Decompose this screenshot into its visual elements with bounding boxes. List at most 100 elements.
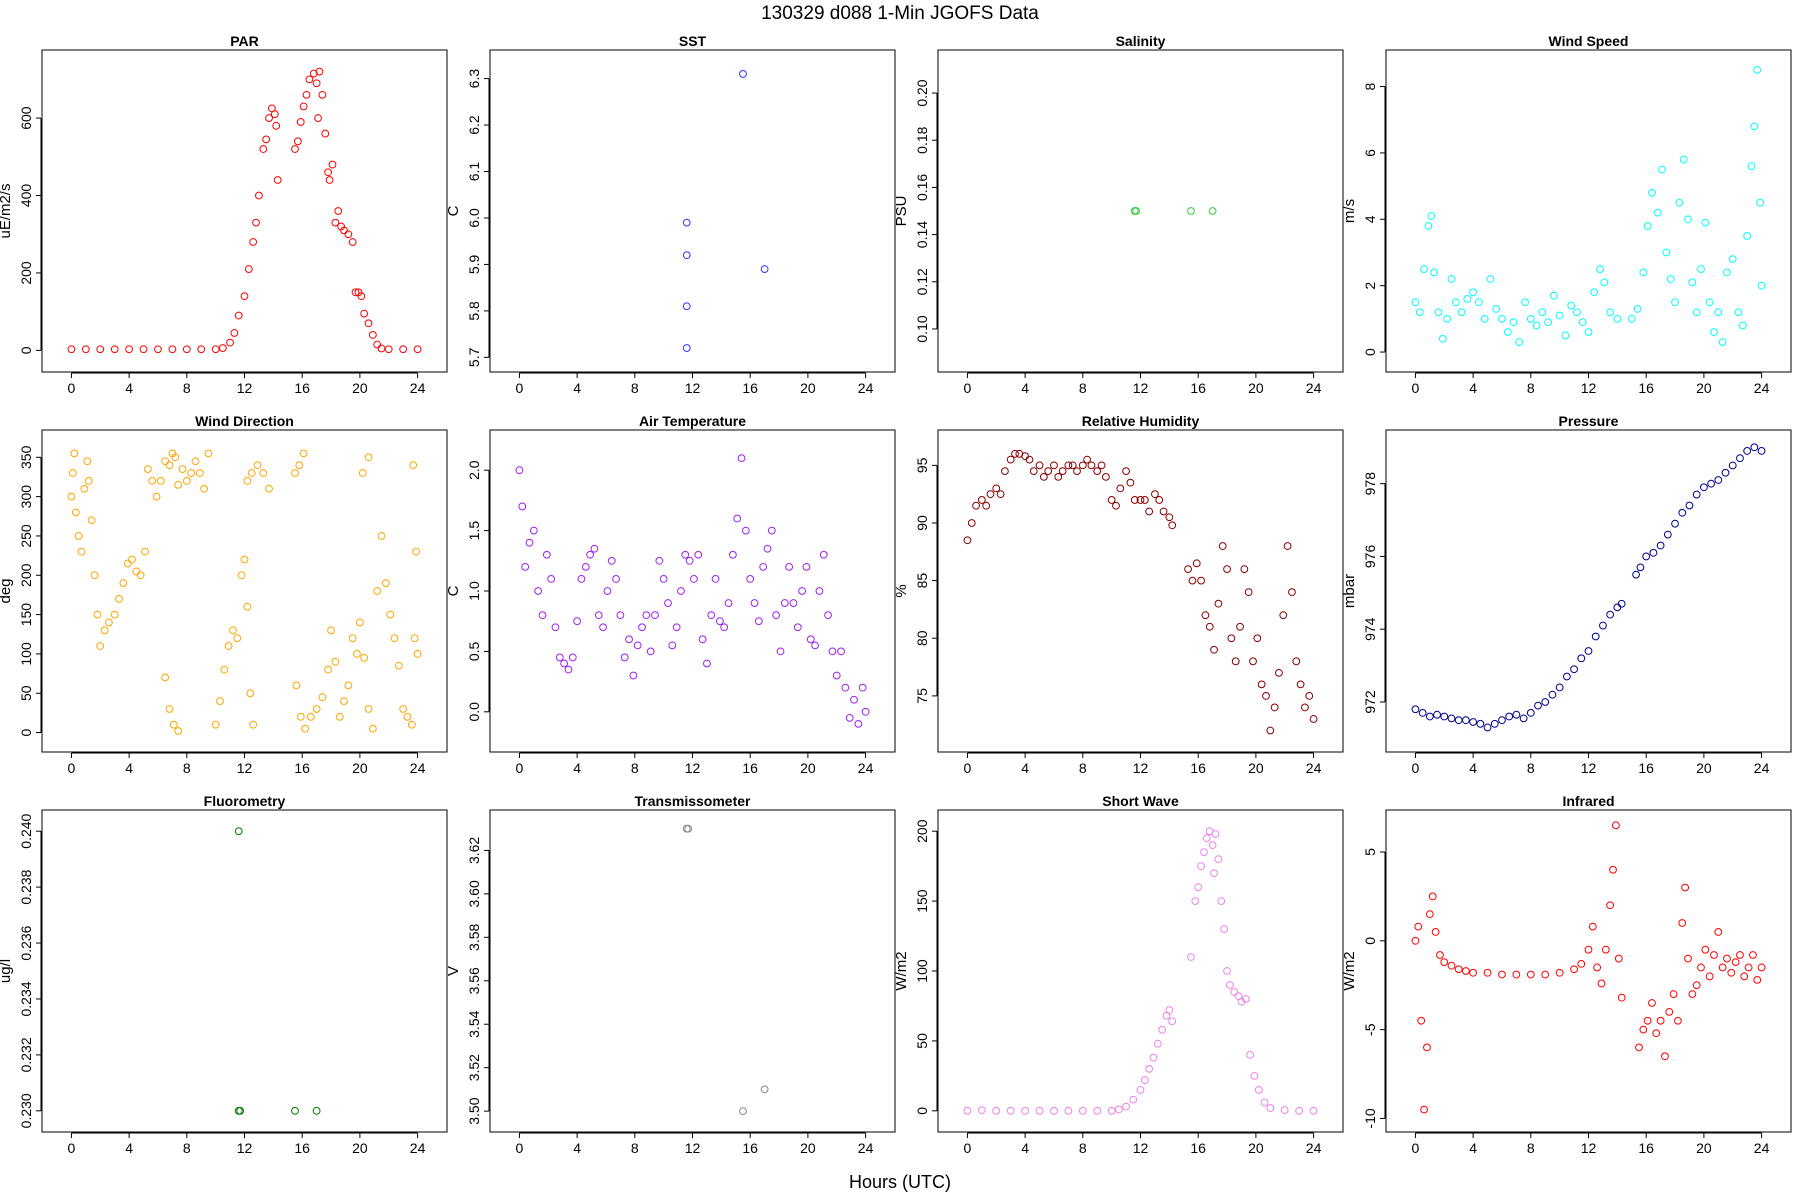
y-tick-label: 976 (1362, 545, 1378, 569)
data-point (694, 550, 703, 559)
y-tick-label: -10 (1362, 1108, 1378, 1128)
data-point (1617, 599, 1626, 608)
data-point (128, 555, 136, 564)
data-point (1684, 954, 1692, 963)
y-tick-label: 80 (914, 630, 930, 646)
x-axis: 0 4 8 12 16 20 24 (516, 752, 874, 776)
data-point (555, 653, 564, 662)
data-point (1112, 501, 1120, 510)
data-point (1223, 565, 1231, 573)
panel-title: Salinity (1116, 33, 1166, 49)
data-point (1599, 621, 1607, 630)
x-tick-label: 20 (1696, 380, 1712, 396)
data-point (1006, 455, 1015, 464)
x-tick-label: 24 (1306, 1140, 1322, 1156)
data-point (403, 712, 412, 721)
data-point (716, 617, 724, 626)
data-point (368, 724, 377, 733)
data-series (1411, 443, 1766, 732)
data-point (1639, 268, 1648, 277)
y-tick-label: 0.232 (18, 1037, 34, 1072)
data-point (1648, 188, 1656, 197)
data-point (672, 623, 681, 632)
y-tick-label: 0.12 (914, 268, 930, 295)
data-point (152, 492, 161, 501)
data-point (293, 137, 302, 146)
data-point (1505, 712, 1514, 721)
data-point (741, 526, 750, 535)
y-tick-label: 3.56 (466, 967, 482, 994)
data-point (594, 611, 603, 620)
data-point (682, 344, 691, 352)
x-tick-label: 8 (631, 760, 639, 776)
data-point (1116, 484, 1125, 493)
data-point (789, 599, 798, 607)
data-point (1305, 691, 1314, 700)
data-point (259, 145, 268, 153)
data-point (1512, 710, 1521, 719)
data-point (1260, 1098, 1269, 1107)
data-point (314, 114, 322, 122)
data-point (1201, 611, 1210, 620)
data-point (1688, 278, 1697, 287)
data-point (737, 454, 746, 463)
data-point (96, 642, 105, 650)
data-point (244, 265, 253, 273)
data-point (262, 135, 271, 144)
data-point (296, 712, 305, 721)
data-point (1743, 447, 1752, 455)
plot-frame (489, 429, 896, 753)
x-tick-label: 8 (183, 380, 191, 396)
data-point (861, 707, 870, 716)
data-point (1483, 968, 1492, 977)
data-point (963, 1106, 972, 1115)
data-point (1202, 834, 1211, 843)
data-point (1463, 295, 1472, 303)
data-point (655, 556, 664, 565)
data-point (1058, 467, 1067, 476)
data-point (386, 610, 395, 619)
data-point (1750, 122, 1759, 131)
data-point (1652, 1029, 1661, 1038)
data-point (1666, 275, 1675, 283)
data-point (1728, 461, 1737, 470)
y-tick-label: 200 (18, 261, 34, 285)
x-tick-label: 0 (68, 760, 76, 776)
data-point (1001, 467, 1009, 476)
panel-title: Pressure (1559, 413, 1619, 429)
panel-pressure: Pressure mbar 0 4 8 12 16 20 24 972 974 976 978 (1341, 413, 1792, 776)
data-point (182, 476, 191, 485)
data-point (381, 579, 390, 588)
x-tick-label: 12 (1133, 380, 1149, 396)
data-point (409, 461, 418, 470)
data-point (1707, 479, 1715, 488)
data-point (1296, 680, 1305, 689)
data-point (620, 653, 629, 662)
y-tick-label: 0.10 (914, 315, 930, 342)
data-point (1093, 467, 1102, 476)
data-point (963, 536, 972, 545)
data-point (335, 712, 344, 721)
y-tick-label: 150 (18, 603, 34, 627)
data-point (986, 490, 995, 499)
y-axis-label: mbar (1341, 574, 1358, 608)
data-point (1469, 288, 1478, 297)
data-point (324, 665, 333, 674)
data-point (1526, 708, 1535, 717)
data-point (1430, 268, 1439, 277)
data-point (321, 129, 330, 138)
x-axis: 0 4 8 12 16 20 24 (516, 372, 874, 396)
x-tick-label: 8 (1527, 760, 1535, 776)
data-point (246, 689, 255, 698)
data-point (123, 559, 132, 568)
panel-title: Relative Humidity (1082, 413, 1200, 429)
data-point (1231, 657, 1240, 666)
panel-relative-humidity: Relative Humidity% 0 4 8 12 16 20 24 75 80 85 90 95 (893, 413, 1344, 776)
x-tick-label: 8 (1527, 1140, 1535, 1156)
data-point (93, 610, 102, 619)
data-point (1671, 298, 1679, 307)
data-point (1486, 275, 1495, 283)
x-tick-label: 4 (1469, 380, 1477, 396)
x-tick-label: 16 (742, 760, 758, 776)
